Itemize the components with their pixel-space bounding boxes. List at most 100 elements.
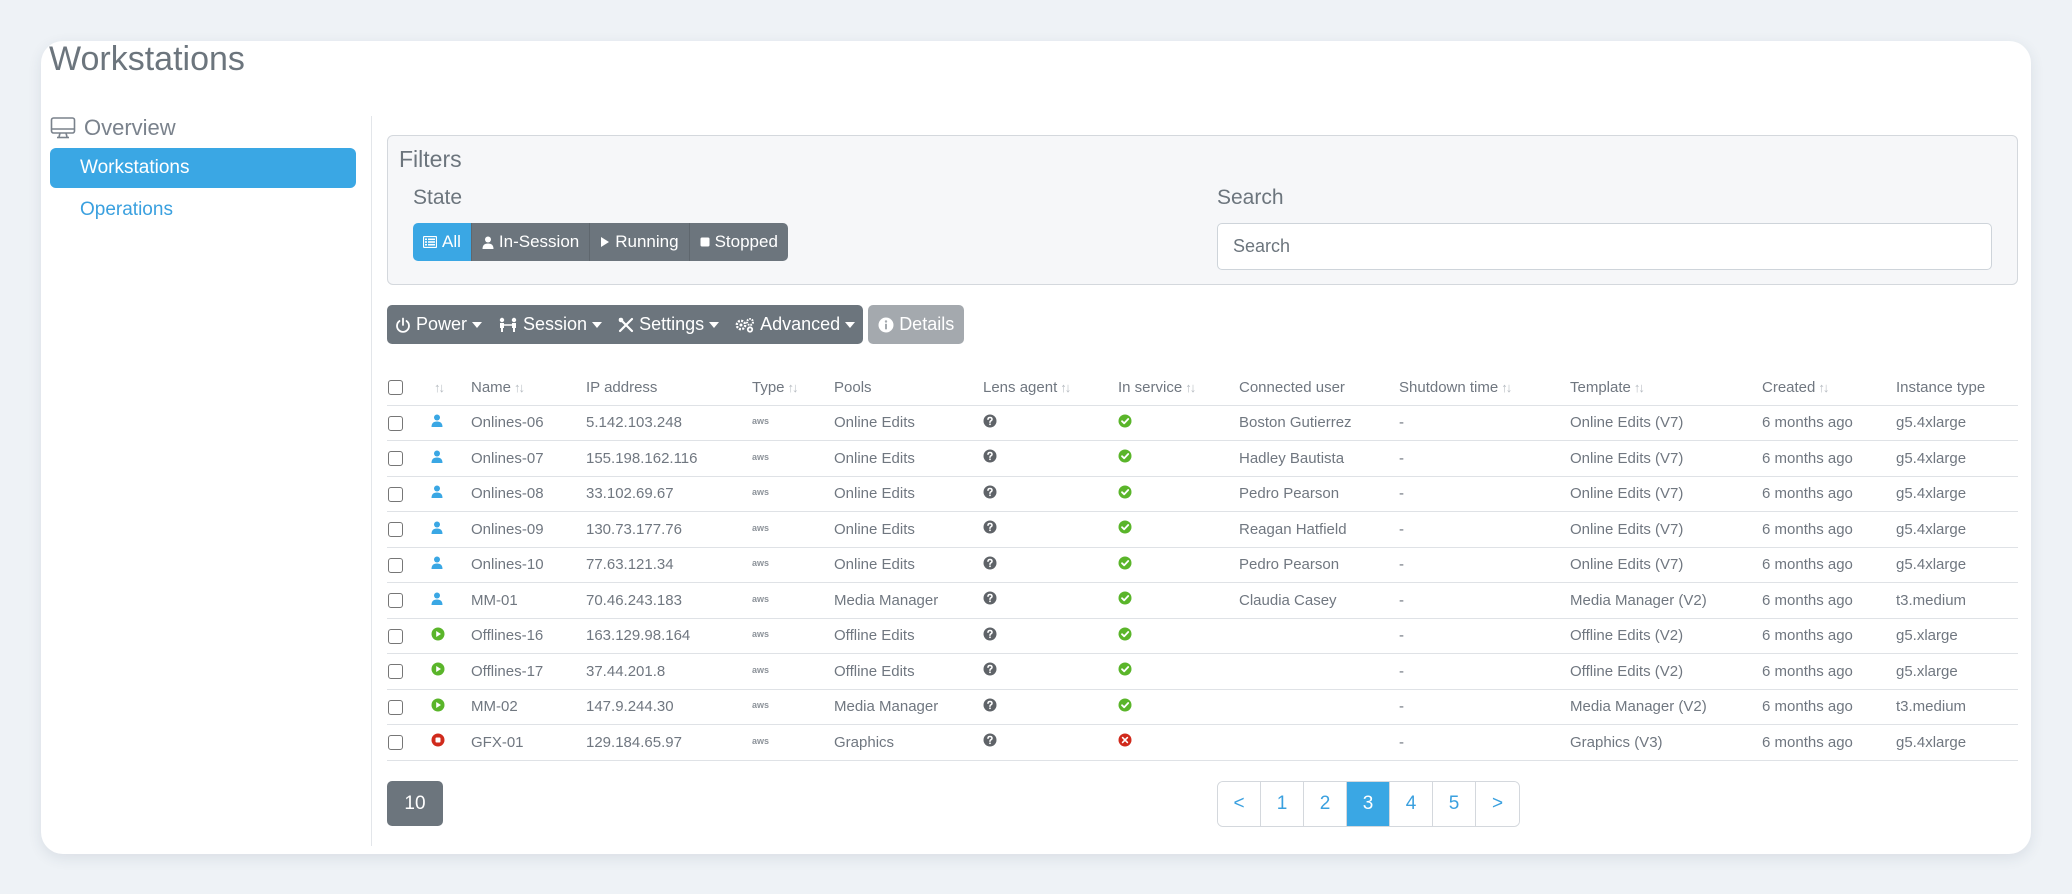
ip-cell: 155.198.162.116 <box>586 440 752 477</box>
connected-user-cell <box>1239 618 1399 654</box>
table-row[interactable]: MM-02 147.9.244.30 aws Media Manager - Media … <box>387 689 2018 725</box>
pagination-page-1[interactable]: 1 <box>1261 782 1304 826</box>
table-row[interactable]: Onlines-09 130.73.177.76 aws Online Edits Re… <box>387 511 2018 548</box>
in-service-cell <box>1118 689 1239 725</box>
pagination-page-2[interactable]: 2 <box>1304 782 1347 826</box>
table-row[interactable]: Onlines-06 5.142.103.248 aws Online Edits Bo… <box>387 405 2018 441</box>
status-cell <box>431 440 471 477</box>
x-circle-icon <box>1118 733 1132 747</box>
type-cell: aws <box>752 653 834 690</box>
row-checkbox[interactable] <box>388 664 403 680</box>
check-circle-icon <box>1118 485 1132 499</box>
connected-user-cell: Pedro Pearson <box>1239 476 1399 512</box>
column-header-template[interactable]: Template ↑↓ <box>1570 370 1762 406</box>
connected-user-cell <box>1239 689 1399 725</box>
power-icon <box>396 317 410 333</box>
row-select-cell <box>387 547 431 583</box>
status-column-header[interactable]: ↑↓ <box>431 370 471 406</box>
state-all-button[interactable]: All <box>413 223 472 261</box>
question-circle-icon <box>983 520 997 534</box>
column-header-ip: IP address <box>586 370 752 406</box>
template-cell: Media Manager (V2) <box>1570 582 1762 619</box>
name-cell: Offlines-16 <box>471 618 586 654</box>
question-circle-icon <box>983 662 997 676</box>
state-in-session-label: In-Session <box>498 232 580 251</box>
pagination-page-4[interactable]: 4 <box>1390 782 1433 826</box>
play-icon <box>601 237 610 247</box>
advanced-dropdown-button[interactable]: Advanced <box>727 305 863 344</box>
table-row[interactable]: MM-01 70.46.243.183 aws Media Manager Claudi… <box>387 582 2018 619</box>
search-input[interactable] <box>1217 223 1992 270</box>
pagination-next[interactable]: > <box>1476 782 1519 826</box>
question-circle-icon <box>983 449 997 463</box>
table-row[interactable]: GFX-01 129.184.65.97 aws Graphics - Graphics … <box>387 724 2018 761</box>
workstations-table: ↑↓ Name ↑↓ IP address Type ↑↓ Pools Lens a… <box>387 370 2018 761</box>
row-checkbox[interactable] <box>388 522 403 538</box>
table-row[interactable]: Offlines-16 163.129.98.164 aws Offline Edit… <box>387 618 2018 654</box>
table-row[interactable]: Offlines-17 37.44.201.8 aws Offline Edits - O… <box>387 653 2018 690</box>
row-checkbox[interactable] <box>388 486 403 502</box>
state-stopped-button[interactable]: Stopped <box>689 223 788 261</box>
question-circle-icon <box>983 627 997 641</box>
row-checkbox[interactable] <box>388 735 403 751</box>
status-cell <box>431 547 471 583</box>
aws-icon: aws <box>752 487 770 498</box>
sidebar-item-operations[interactable]: Operations <box>80 199 173 220</box>
column-header-instance-type: Instance type <box>1896 370 2018 406</box>
sort-icon: ↑↓ <box>434 379 445 395</box>
row-checkbox[interactable] <box>388 628 403 644</box>
type-cell: aws <box>752 440 834 477</box>
sidebar-heading[interactable]: Overview <box>50 110 356 146</box>
table-row[interactable]: Onlines-10 77.63.121.34 aws Online Edits Ped… <box>387 547 2018 583</box>
created-cell: 6 months ago <box>1762 724 1896 761</box>
row-checkbox[interactable] <box>388 557 403 573</box>
pool-cell: Online Edits <box>834 511 983 548</box>
type-cell: aws <box>752 618 834 654</box>
instance-type-cell: g5.4xlarge <box>1896 476 2018 512</box>
row-checkbox[interactable] <box>388 451 403 467</box>
session-dropdown-button[interactable]: Session <box>490 305 610 344</box>
page-size-button[interactable]: 10 <box>387 781 443 826</box>
row-checkbox[interactable] <box>388 593 403 609</box>
column-header-lens-agent[interactable]: Lens agent ↑↓ <box>983 370 1118 406</box>
name-cell: MM-01 <box>471 582 586 619</box>
details-button[interactable]: Details <box>868 305 965 344</box>
column-header-created[interactable]: Created ↑↓ <box>1762 370 1896 406</box>
check-circle-icon <box>1118 449 1132 463</box>
sidebar-item-workstations[interactable]: Workstations <box>50 148 356 188</box>
name-cell: Onlines-10 <box>471 547 586 583</box>
connected-user-cell <box>1239 724 1399 761</box>
row-checkbox[interactable] <box>388 415 403 431</box>
row-checkbox[interactable] <box>388 699 403 715</box>
user-icon <box>431 485 443 499</box>
status-cell <box>431 618 471 654</box>
ip-cell: 70.46.243.183 <box>586 582 752 619</box>
instance-type-cell: g5.4xlarge <box>1896 440 2018 477</box>
pagination-prev[interactable]: < <box>1218 782 1261 826</box>
settings-dropdown-button[interactable]: Settings <box>610 305 727 344</box>
pagination-page-5[interactable]: 5 <box>1433 782 1476 826</box>
pagination-page-3[interactable]: 3 <box>1347 782 1390 826</box>
row-select-cell <box>387 440 431 477</box>
connected-user-cell: Claudia Casey <box>1239 582 1399 619</box>
instance-type-cell: g5.4xlarge <box>1896 405 2018 441</box>
table-row[interactable]: Onlines-08 33.102.69.67 aws Online Edits Ped… <box>387 476 2018 512</box>
power-dropdown-button[interactable]: Power <box>387 305 490 344</box>
column-header-shutdown-time[interactable]: Shutdown time ↑↓ <box>1399 370 1570 406</box>
page-title: Workstations <box>49 40 245 78</box>
connected-user-cell: Reagan Hatfield <box>1239 511 1399 548</box>
pool-cell: Online Edits <box>834 476 983 512</box>
user-icon <box>431 450 443 463</box>
state-running-button[interactable]: Running <box>590 223 690 261</box>
select-all-checkbox[interactable] <box>388 380 403 396</box>
table-body: Onlines-06 5.142.103.248 aws Online Edits Bo… <box>387 405 2018 761</box>
column-header-in-service[interactable]: In service ↑↓ <box>1118 370 1239 406</box>
column-type-label: Type <box>752 378 785 396</box>
column-header-name[interactable]: Name ↑↓ <box>471 370 586 406</box>
sort-icon: ↑↓ <box>1633 379 1645 395</box>
state-in-session-button[interactable]: In-Session <box>471 223 591 261</box>
column-header-type[interactable]: Type ↑↓ <box>752 370 834 406</box>
column-lens-agent-label: Lens agent <box>983 378 1058 396</box>
gears-icon <box>735 317 755 333</box>
table-row[interactable]: Onlines-07 155.198.162.116 aws Online Edits… <box>387 440 2018 477</box>
